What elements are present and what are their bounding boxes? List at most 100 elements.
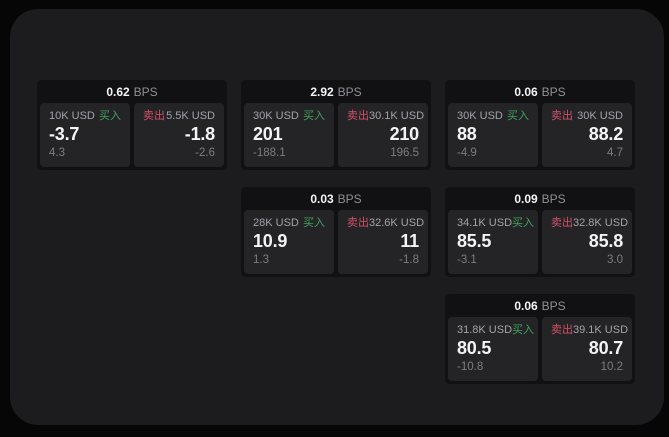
buy-tile-header: 31.8K USD 买入 [457,324,534,336]
sell-main-value: 210 [389,124,420,144]
sell-notional-label: 30.1K USD [369,110,425,122]
bps-value: 0.62 [106,84,130,99]
buy-quote-tile[interactable]: 10K USD 买入 -3.7 4.3 [40,103,130,167]
sell-notional-label: 32.6K USD [369,217,425,229]
sell-notional-label: 30K USD [577,110,623,122]
buy-main-value: 10.9 [253,231,288,251]
buy-tile-header: 28K USD 买入 [253,217,325,229]
quotes-panel: 0.62 BPS 10K USD 买入 -3.7 4.3 卖出 [10,9,664,425]
quote-card-body: 30K USD 买入 88 -4.9 卖出 30K USD 88.2 4.7 [448,103,632,167]
bps-value: 2.92 [310,84,334,99]
bps-header: 0.03 BPS [244,187,428,210]
quote-card-body: 30K USD 买入 201 -188.1 卖出 30.1K USD 210 1… [244,103,428,167]
buy-quote-tile[interactable]: 34.1K USD 买入 85.5 -3.1 [448,210,538,274]
buy-quote-tile[interactable]: 28K USD 买入 10.9 1.3 [244,210,334,274]
buy-secondary-value: 4.3 [49,147,65,159]
quote-card: 0.09 BPS 34.1K USD 买入 85.5 -3.1 卖出 [445,187,635,277]
sell-tile-header: 卖出 32.6K USD [347,217,424,229]
quote-card-body: 34.1K USD 买入 85.5 -3.1 卖出 32.8K USD 85.8… [448,210,632,274]
buy-side-label: 买入 [303,217,325,229]
buy-secondary-value: -3.1 [457,254,477,266]
bps-header: 0.06 BPS [448,80,632,103]
sell-main-value: 88.2 [588,124,623,144]
buy-notional-label: 30K USD [253,110,299,122]
buy-secondary-value: 1.3 [253,254,269,266]
buy-main-value: 201 [253,124,283,144]
bps-unit-label: BPS [133,84,158,99]
bps-header: 2.92 BPS [244,80,428,103]
bps-value: 0.03 [310,191,334,206]
sell-tile-header: 卖出 39.1K USD [551,324,628,336]
buy-tile-header: 30K USD 买入 [253,110,325,122]
buy-notional-label: 34.1K USD [457,217,513,229]
quote-card-grid: 0.62 BPS 10K USD 买入 -3.7 4.3 卖出 [37,80,635,384]
bps-unit-label: BPS [337,84,362,99]
buy-side-label: 买入 [512,324,535,336]
sell-quote-tile[interactable]: 卖出 32.8K USD 85.8 3.0 [542,210,632,274]
sell-side-label: 卖出 [143,110,165,122]
buy-quote-tile[interactable]: 31.8K USD 买入 80.5 -10.8 [448,317,538,381]
bps-unit-label: BPS [541,298,566,313]
buy-tile-header: 30K USD 买入 [457,110,529,122]
sell-secondary-value: -1.8 [399,254,419,266]
quote-card-body: 10K USD 买入 -3.7 4.3 卖出 5.5K USD -1.8 -2.… [40,103,224,167]
buy-side-label: 买入 [507,110,529,122]
buy-secondary-value: -4.9 [457,147,477,159]
buy-main-value: 85.5 [457,231,492,251]
bps-header: 0.09 BPS [448,187,632,210]
sell-quote-tile[interactable]: 卖出 39.1K USD 80.7 10.2 [542,317,632,381]
sell-main-value: 80.7 [588,338,623,358]
sell-side-label: 卖出 [551,110,573,122]
bps-value: 0.06 [514,298,538,313]
quote-card: 0.06 BPS 30K USD 买入 88 -4.9 卖出 [445,80,635,170]
sell-tile-header: 卖出 5.5K USD [143,110,215,122]
sell-notional-label: 32.8K USD [573,217,629,229]
sell-main-value: 85.8 [588,231,623,251]
sell-side-label: 卖出 [551,324,573,336]
bps-header: 0.06 BPS [448,294,632,317]
sell-side-label: 卖出 [347,110,369,122]
sell-side-label: 卖出 [347,217,369,229]
sell-tile-header: 卖出 30K USD [551,110,623,122]
sell-notional-label: 39.1K USD [573,324,629,336]
quote-card: 0.03 BPS 28K USD 买入 10.9 1.3 卖出 [241,187,431,277]
buy-notional-label: 28K USD [253,217,299,229]
buy-quote-tile[interactable]: 30K USD 买入 88 -4.9 [448,103,538,167]
sell-secondary-value: 4.7 [607,147,623,159]
buy-main-value: 88 [457,124,477,144]
buy-secondary-value: -188.1 [253,147,286,159]
quote-card-body: 31.8K USD 买入 80.5 -10.8 卖出 39.1K USD 80.… [448,317,632,381]
buy-secondary-value: -10.8 [457,361,484,373]
sell-quote-tile[interactable]: 卖出 5.5K USD -1.8 -2.6 [134,103,224,167]
bps-value: 0.09 [514,191,538,206]
sell-quote-tile[interactable]: 卖出 30.1K USD 210 196.5 [338,103,428,167]
sell-side-label: 卖出 [551,217,573,229]
buy-quote-tile[interactable]: 30K USD 买入 201 -188.1 [244,103,334,167]
buy-main-value: -3.7 [49,124,80,144]
buy-main-value: 80.5 [457,338,492,358]
quote-card: 0.06 BPS 31.8K USD 买入 80.5 -10.8 卖 [445,294,635,384]
sell-quote-tile[interactable]: 卖出 32.6K USD 11 -1.8 [338,210,428,274]
sell-tile-header: 卖出 30.1K USD [347,110,424,122]
buy-notional-label: 30K USD [457,110,503,122]
sell-main-value: 11 [400,231,419,251]
buy-notional-label: 31.8K USD [457,324,513,336]
sell-notional-label: 5.5K USD [166,110,215,122]
bps-unit-label: BPS [541,191,566,206]
bps-unit-label: BPS [337,191,362,206]
sell-secondary-value: 10.2 [600,361,623,373]
bps-unit-label: BPS [541,84,566,99]
buy-side-label: 买入 [303,110,325,122]
buy-side-label: 买入 [99,110,121,122]
sell-quote-tile[interactable]: 卖出 30K USD 88.2 4.7 [542,103,632,167]
sell-secondary-value: 3.0 [607,254,623,266]
sell-main-value: -1.8 [184,124,215,144]
sell-secondary-value: -2.6 [195,147,215,159]
buy-tile-header: 10K USD 买入 [49,110,121,122]
buy-tile-header: 34.1K USD 买入 [457,217,534,229]
buy-notional-label: 10K USD [49,110,95,122]
sell-tile-header: 卖出 32.8K USD [551,217,628,229]
bps-value: 0.06 [514,84,538,99]
quote-card-body: 28K USD 买入 10.9 1.3 卖出 32.6K USD 11 -1.8 [244,210,428,274]
